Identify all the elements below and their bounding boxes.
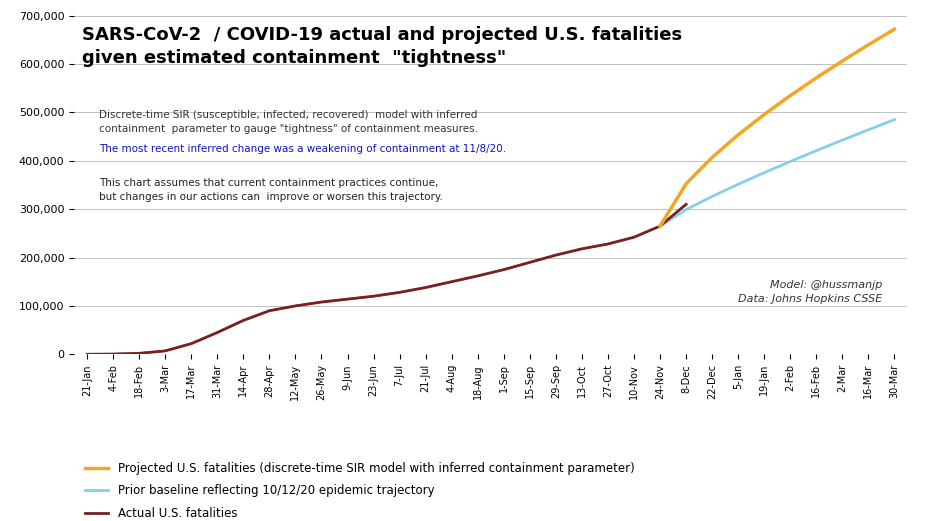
Text: Discrete-time SIR (susceptible, infected, recovered)  model with inferred
contai: Discrete-time SIR (susceptible, infected… [99,110,478,148]
Text: The most recent inferred change was a weakening of containment at 11/8/20.: The most recent inferred change was a we… [99,144,507,154]
Legend: Projected U.S. fatalities (discrete-time SIR model with inferred containment par: Projected U.S. fatalities (discrete-time… [80,457,639,521]
Text: This chart assumes that current containment practices continue,
but changes in o: This chart assumes that current containm… [99,178,443,202]
Text: SARS-CoV-2  / COVID-19 actual and projected U.S. fatalities
given estimated cont: SARS-CoV-2 / COVID-19 actual and project… [82,26,682,67]
Text: Model: @hussmanjp
Data: Johns Hopkins CSSE: Model: @hussmanjp Data: Johns Hopkins CS… [738,280,882,304]
